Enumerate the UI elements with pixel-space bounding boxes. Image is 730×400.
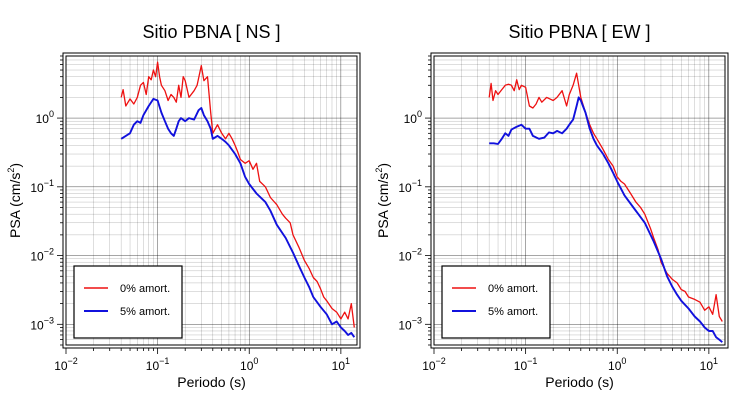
chart-title: Sitio PBNA [ NS ] — [142, 22, 280, 42]
y-tick-label: 10−2 — [30, 247, 54, 264]
x-tick-label: 101 — [332, 356, 350, 373]
legend: 0% amort. 5% amort. — [441, 265, 551, 339]
legend-box — [73, 265, 183, 339]
y-tick-label: 10−1 — [398, 178, 422, 195]
series-line-0 — [120, 61, 355, 328]
y-tick-label: 100 — [36, 109, 54, 126]
y-axis-label: PSA (cm/s2) — [374, 163, 391, 238]
x-tick-label: 10−1 — [514, 356, 538, 373]
x-axis-label: Periodo (s) — [177, 374, 245, 390]
x-tick-label: 100 — [240, 356, 258, 373]
legend-label-0: 0% amort. — [120, 283, 170, 295]
plot-frame — [433, 55, 726, 346]
chart-panel-0: 10−2 10−1 100 101 10−3 10−2 10−1 100 Sitio PBNA … — [6, 22, 361, 390]
x-axis-label: Periodo (s) — [545, 374, 613, 390]
y-axis-label: PSA (cm/s2) — [6, 163, 23, 238]
x-tick-label: 100 — [608, 356, 626, 373]
y-tick-label: 10−1 — [30, 178, 54, 195]
series-line-1 — [120, 97, 356, 338]
y-tick-label: 10−2 — [398, 247, 422, 264]
x-tick-label: 101 — [700, 356, 718, 373]
y-tick-label: 10−3 — [398, 315, 422, 332]
x-tick-label: 10−1 — [146, 356, 170, 373]
x-tick-label: 10−2 — [422, 356, 446, 373]
series-line-0 — [488, 72, 723, 322]
series-line-1 — [489, 96, 723, 343]
chart-panel-1: 10−2 10−1 100 101 10−3 10−2 10−1 100 Sitio PBNA … — [374, 22, 729, 390]
legend: 0% amort. 5% amort. — [73, 265, 183, 339]
legend-label-0: 0% amort. — [488, 283, 538, 295]
chart-title: Sitio PBNA [ EW ] — [508, 22, 650, 42]
legend-label-1: 5% amort. — [488, 306, 538, 318]
y-tick-label: 100 — [404, 109, 422, 126]
x-tick-label: 10−2 — [54, 356, 78, 373]
legend-label-1: 5% amort. — [120, 306, 170, 318]
legend-box — [441, 265, 551, 339]
plot-frame-outer — [62, 52, 361, 349]
plot-frame — [65, 55, 358, 346]
y-tick-label: 10−3 — [30, 315, 54, 332]
plot-frame-outer — [430, 52, 729, 349]
